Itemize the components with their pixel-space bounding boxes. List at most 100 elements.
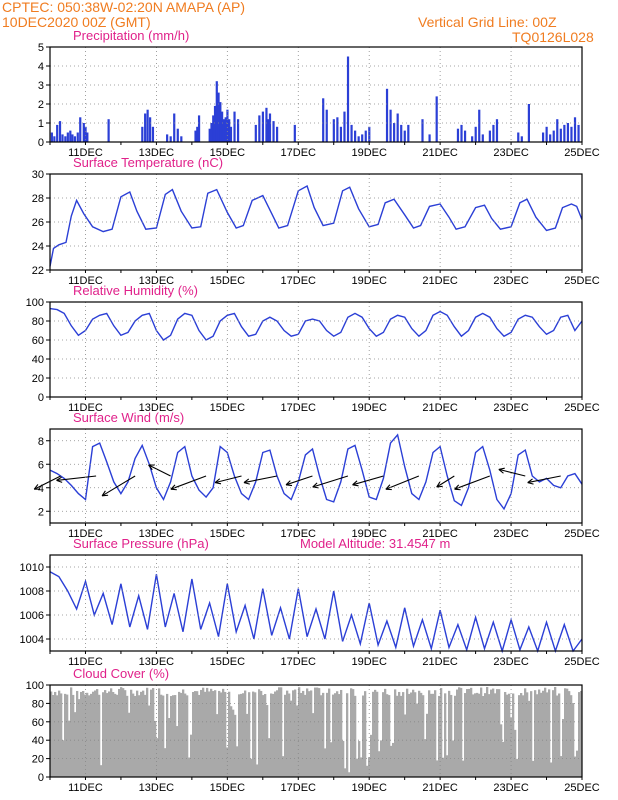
cloud-bar xyxy=(212,691,215,777)
cloud-bar xyxy=(104,690,107,777)
precip-bar xyxy=(265,107,268,142)
cloud-bar xyxy=(124,690,127,777)
cloud-bar xyxy=(322,692,325,777)
x-tick-label: 17DEC xyxy=(281,656,317,668)
precip-bar xyxy=(217,92,220,142)
cloud-bar xyxy=(180,692,183,777)
precip-bar xyxy=(403,130,406,142)
model-code: TQ0126L028 xyxy=(512,29,594,45)
cloud-bar xyxy=(528,700,531,777)
cloud-bar xyxy=(536,694,539,777)
cloud-bar xyxy=(230,706,233,777)
cloud-bar xyxy=(270,693,273,777)
cloud-bar xyxy=(434,690,437,777)
x-tick-label: 21DEC xyxy=(422,147,458,159)
wind-arrow-head xyxy=(148,464,153,471)
cloud-bar xyxy=(222,688,225,777)
wind-arrow xyxy=(498,468,526,477)
cloud-bar xyxy=(328,688,331,777)
precip-bar xyxy=(396,113,399,142)
wind-arrow-head xyxy=(170,488,177,491)
cloud-bar xyxy=(184,693,187,777)
cloud-bar xyxy=(378,751,381,777)
cloud-bar xyxy=(138,695,141,777)
cloud-bar xyxy=(492,688,495,777)
cloud-bar xyxy=(302,690,305,777)
cloud-bar xyxy=(52,694,55,777)
cloud-bar xyxy=(488,694,491,777)
y-tick-label: 1008 xyxy=(20,586,44,598)
y-tick-label: 1006 xyxy=(20,610,44,622)
cloud-bar xyxy=(444,693,447,777)
wind-arrow xyxy=(170,475,207,490)
cloud-bar xyxy=(336,691,339,777)
cloud-bar xyxy=(208,691,211,777)
cloud-bar xyxy=(514,729,517,777)
cloud-bar xyxy=(314,687,317,777)
cloud-bar xyxy=(390,745,393,777)
y-tick-label: 28 xyxy=(32,193,44,205)
cloud-bar xyxy=(546,692,549,777)
precip-bar xyxy=(471,136,474,142)
x-tick-label: 15DEC xyxy=(210,402,246,414)
x-tick-label: 19DEC xyxy=(351,275,387,287)
series-line xyxy=(49,433,583,511)
cloud-bar xyxy=(366,765,369,777)
cloud-bar xyxy=(54,691,57,777)
series-line xyxy=(49,571,583,654)
x-tick-label: 15DEC xyxy=(210,147,246,159)
cloud-bar xyxy=(372,691,375,777)
wind-arrow xyxy=(312,475,349,488)
cloud-bar xyxy=(136,690,139,777)
cloud-bar xyxy=(172,695,175,777)
precip-bar xyxy=(73,136,77,142)
cloud-bar xyxy=(504,691,507,777)
precip-bar xyxy=(517,132,520,142)
precip-bar xyxy=(428,134,431,142)
precip-bar xyxy=(197,115,201,142)
cloud-bar xyxy=(530,691,533,777)
cloud-bar xyxy=(526,692,529,777)
cloud-bar xyxy=(210,688,213,777)
precip-bar xyxy=(86,132,89,142)
cloud-bar xyxy=(152,688,155,777)
cloud-bar xyxy=(122,688,125,777)
wind-arrow-head xyxy=(352,484,359,487)
cloud-bar xyxy=(174,695,177,777)
cloud-bar xyxy=(126,695,129,777)
x-tick-label: 23DEC xyxy=(493,402,529,414)
cloud-bar xyxy=(340,689,343,777)
y-tick-label: 100 xyxy=(26,680,44,692)
cloud-bar xyxy=(352,689,355,777)
cloud-bar xyxy=(408,693,411,777)
precip-bar xyxy=(385,88,389,142)
cloud-bar xyxy=(388,695,391,777)
x-tick-label: 23DEC xyxy=(493,656,529,668)
precip-bar xyxy=(339,126,343,142)
wind-arrow xyxy=(101,475,136,497)
x-tick-label: 11DEC xyxy=(68,147,103,159)
cloud-bar xyxy=(80,691,83,777)
cloud-bar xyxy=(182,689,185,777)
cloud-bar xyxy=(198,694,201,777)
precip-bar xyxy=(322,98,325,142)
cloud-bar xyxy=(240,693,243,777)
cloud-bar xyxy=(516,758,519,777)
x-tick-label: 19DEC xyxy=(351,782,387,794)
wind-arrow-head xyxy=(352,480,358,486)
cloud-bar xyxy=(506,694,509,777)
cloud-bar xyxy=(150,689,153,777)
cloud-bar xyxy=(116,694,119,777)
y-tick-label: 30 xyxy=(32,169,44,181)
panel-frame xyxy=(49,684,583,778)
precip-bar xyxy=(389,109,392,142)
cloud-bar xyxy=(368,757,371,777)
cloud-bar xyxy=(384,688,387,777)
precip-bar xyxy=(53,136,56,142)
cloud-bar xyxy=(272,693,275,777)
cloud-bar xyxy=(88,695,91,777)
precip-bar xyxy=(488,130,491,142)
cloud-bar xyxy=(144,694,147,777)
precip-bar xyxy=(563,124,566,142)
precip-bar xyxy=(107,119,110,142)
